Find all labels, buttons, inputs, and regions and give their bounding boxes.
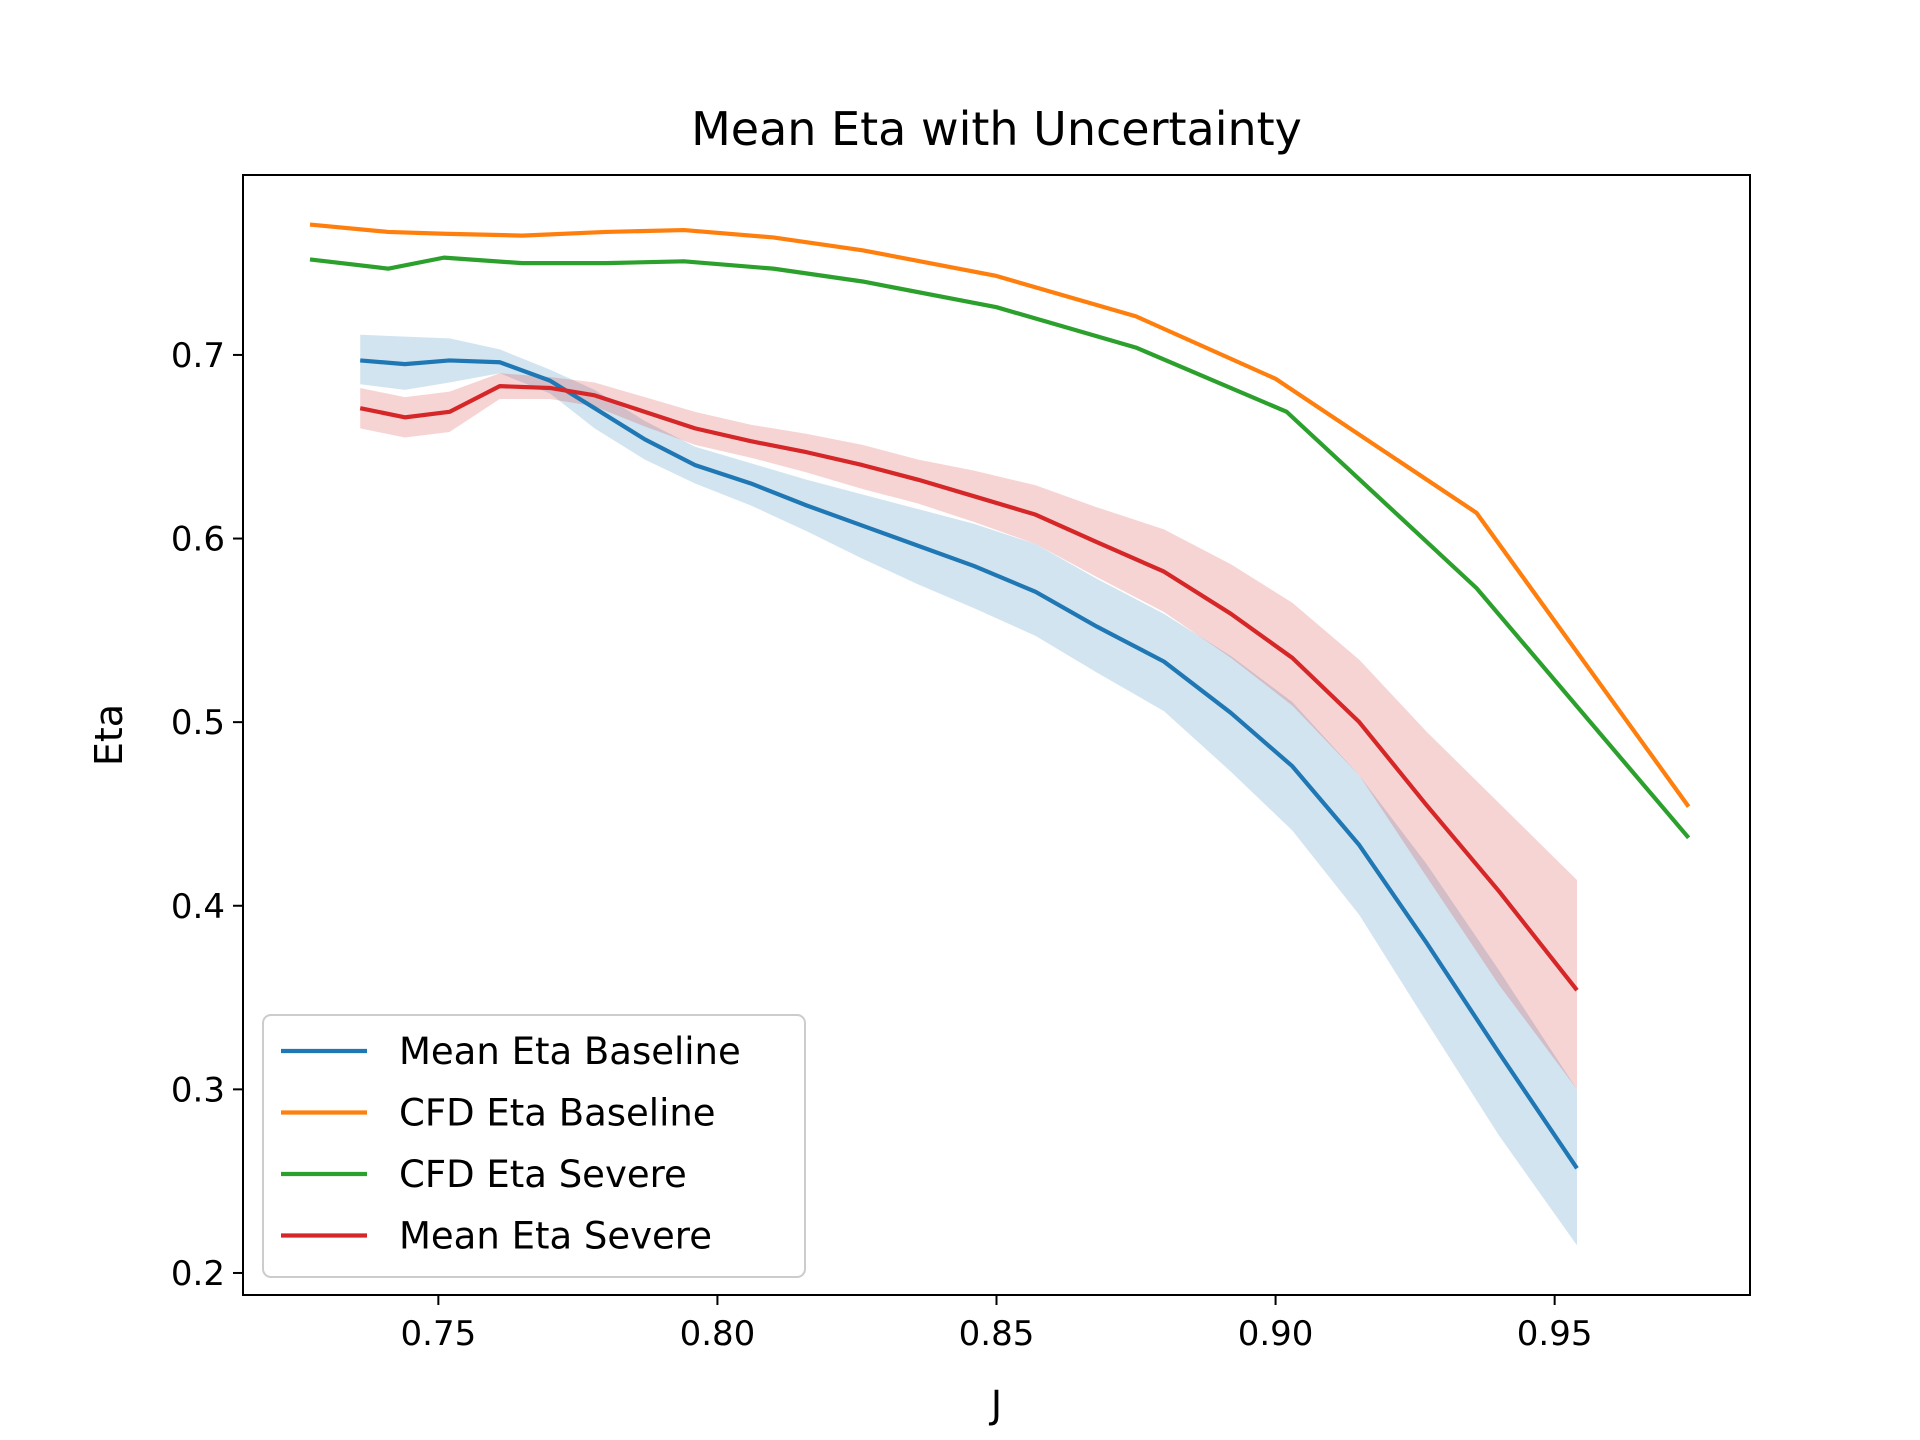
uncertainty-band-0 <box>360 334 1577 1246</box>
legend-label: CFD Eta Severe <box>399 1153 687 1196</box>
legend: Mean Eta Baseline CFD Eta Baseline CFD Eta… <box>262 1014 806 1278</box>
legend-label: Mean Eta Baseline <box>399 1030 741 1073</box>
y-tick-label: 0.7 <box>171 336 225 376</box>
series-line-3 <box>359 384 1579 992</box>
y-tick-label: 0.6 <box>171 520 225 560</box>
x-tick-label: 0.80 <box>680 1314 756 1354</box>
uncertainty-bands <box>360 334 1577 1246</box>
uncertainty-band-3 <box>360 373 1577 1090</box>
y-tick-label: 0.3 <box>171 1070 225 1110</box>
series-lines <box>309 222 1691 1170</box>
y-axis: 0.2 0.3 0.4 0.5 0.6 0.7 <box>171 336 243 1294</box>
series-line-2 <box>309 255 1691 840</box>
legend-label: Mean Eta Severe <box>399 1215 712 1258</box>
y-axis-title: Eta <box>87 704 131 766</box>
y-tick-label: 0.5 <box>171 703 225 743</box>
y-tick-label: 0.4 <box>171 887 225 927</box>
series-line-0 <box>360 358 1579 1170</box>
x-tick-label: 0.95 <box>1517 1314 1593 1354</box>
x-tick-label: 0.75 <box>401 1314 477 1354</box>
x-axis-title: J <box>989 1383 1002 1427</box>
y-tick-label: 0.2 <box>171 1254 225 1294</box>
x-tick-label: 0.90 <box>1238 1314 1314 1354</box>
x-axis: 0.75 0.80 0.85 0.90 0.95 <box>401 1295 1593 1354</box>
series-line-1 <box>309 222 1691 808</box>
chart-title: Mean Eta with Uncertainty <box>691 102 1302 156</box>
x-tick-label: 0.85 <box>959 1314 1035 1354</box>
legend-label: CFD Eta Baseline <box>399 1092 716 1135</box>
legend-box <box>262 1014 806 1278</box>
